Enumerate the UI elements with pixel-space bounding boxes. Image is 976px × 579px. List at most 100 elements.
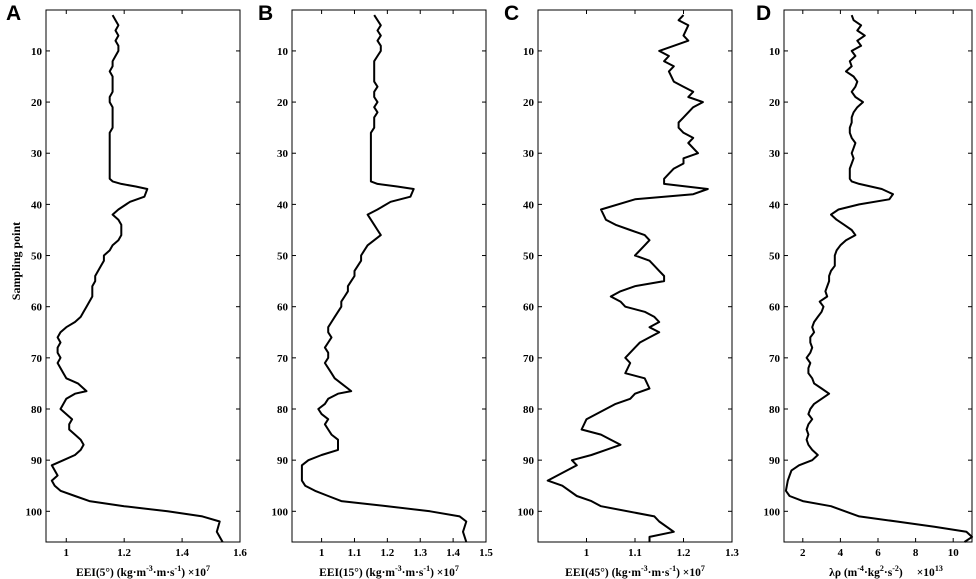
x-axis-label-part: ·kg [864, 567, 880, 579]
y-tick-label: 40 [523, 199, 535, 211]
x-axis-label-part: -2 [892, 564, 899, 573]
y-tick-label: 60 [523, 302, 535, 314]
plot-frame [45, 9, 241, 543]
y-tick-label: 10 [523, 46, 535, 58]
y-tick-label: 100 [764, 506, 781, 518]
x-axis-label-part: 7 [701, 564, 705, 573]
x-axis-label-part: 7 [455, 564, 459, 573]
series-line [50, 14, 224, 543]
x-axis-label-part: 7 [206, 564, 210, 573]
x-tick-label: 1 [64, 547, 70, 559]
x-axis-label-part: EEI(5°) (kg·m [76, 567, 147, 579]
x-axis-label-part: ·m·s [402, 567, 424, 579]
x-axis-label-part: 2 [880, 564, 884, 573]
y-tick-label: 60 [31, 302, 43, 314]
y-tick-label: 80 [769, 404, 781, 416]
y-tick-label: 10 [769, 46, 781, 58]
y-tick-label: 60 [769, 302, 781, 314]
y-tick-label: 80 [277, 404, 289, 416]
x-tick-label: 1.2 [677, 547, 691, 559]
x-tick-label: 1 [584, 547, 590, 559]
x-axis-label: EEI(15°) (kg·m-3·m·s-1) ×107 [319, 564, 459, 579]
panel-c: C 10 20 30 40 50 60 70 80 90 100 1 1.1 1.2 1.3 EEI(45°)… [504, 2, 739, 579]
y-axis-label: Sampling point [9, 222, 23, 300]
y-tick-label: 90 [523, 455, 535, 467]
x-axis-label-part: ) [899, 567, 903, 579]
y-tick-label: 100 [272, 506, 289, 518]
y-tick-label: 20 [31, 97, 43, 109]
panel-label: C [504, 2, 519, 25]
x-tick-label: 1.2 [380, 547, 394, 559]
x-axis-label-part: EEI(15°) (kg·m [319, 567, 395, 579]
x-axis-label-part: -3 [641, 564, 648, 573]
x-axis-label-part: ·m·s [153, 567, 175, 579]
y-tick-label: 70 [31, 353, 43, 365]
y-tick-label: 70 [523, 353, 535, 365]
y-tick-label: 50 [31, 251, 43, 263]
panel-a: A 10 20 30 40 50 60 70 80 90 100 1 1.2 1.4 1.6 EEI(5°) … [6, 2, 247, 579]
y-tick-label: 30 [31, 148, 43, 160]
x-tick-label: 1 [319, 547, 325, 559]
panel-b: B 10 20 30 40 50 60 70 80 90 100 1 1.1 1.2 1.3 1.4 1.5 EE… [258, 2, 493, 579]
x-tick-label: 6 [875, 547, 881, 559]
plot-frame [291, 9, 487, 543]
y-tick-label: 20 [523, 97, 535, 109]
x-axis-label: EEI(45°) (kg·m-3·m·s-1) ×107 [565, 564, 705, 579]
y-tick-label: 100 [518, 506, 535, 518]
y-tick-label: 100 [26, 506, 43, 518]
y-tick-label: 90 [277, 455, 289, 467]
y-tick-label: 60 [277, 302, 289, 314]
x-axis-label-part: -1 [175, 564, 182, 573]
x-axis-label-part: ) ×10 [430, 567, 455, 579]
y-tick-label: 40 [31, 199, 43, 211]
x-axis-label-part: λρ (m [829, 567, 858, 579]
y-axis-title: Sampling point [9, 222, 23, 300]
y-tick-label: 50 [523, 251, 535, 263]
y-tick-label: 80 [523, 404, 535, 416]
panel-label: A [6, 2, 21, 25]
x-axis-label-part: EEI(45°) (kg·m [565, 567, 641, 579]
x-tick-label: 1.3 [413, 547, 427, 559]
y-tick-label: 20 [769, 97, 781, 109]
x-axis-label: EEI(5°) (kg·m-3·m·s-1) ×107 [76, 564, 210, 579]
plot-frame [537, 9, 733, 543]
y-tick-label: 70 [277, 353, 289, 365]
y-tick-label: 10 [31, 46, 43, 58]
x-tick-label: 1.2 [117, 547, 131, 559]
y-tick-label: 50 [769, 251, 781, 263]
x-axis-label-part: 13 [935, 564, 943, 573]
x-tick-label: 1.4 [446, 547, 460, 559]
x-axis-label-part: ·s [884, 567, 893, 579]
panel-label: B [258, 2, 273, 25]
x-tick-label: 10 [948, 547, 960, 559]
x-axis-label-part: ) ×10 [676, 567, 701, 579]
x-axis-label: λρ (m-4·kg2·s-2) ×1013 [829, 564, 943, 579]
x-tick-label: 1.6 [233, 547, 247, 559]
x-tick-label: 1.1 [348, 547, 362, 559]
y-tick-label: 30 [277, 148, 289, 160]
y-tick-label: 40 [277, 199, 289, 211]
x-tick-label: 1.5 [479, 547, 493, 559]
x-axis-label-part: ×10 [917, 567, 935, 579]
x-axis-label-part: -3 [395, 564, 402, 573]
y-tick-label: 40 [769, 199, 781, 211]
x-tick-label: 1.1 [628, 547, 642, 559]
plot-frame [783, 9, 973, 543]
series-line [784, 14, 973, 543]
x-axis-label-part: -1 [669, 564, 676, 573]
x-tick-label: 8 [913, 547, 919, 559]
y-tick-label: 80 [31, 404, 43, 416]
x-tick-label: 4 [838, 547, 844, 559]
x-tick-label: 2 [800, 547, 806, 559]
panel-label: D [756, 2, 771, 25]
x-axis-label-part: -3 [146, 564, 153, 573]
x-tick-label: 1.4 [175, 547, 189, 559]
y-tick-label: 70 [769, 353, 781, 365]
y-tick-label: 90 [31, 455, 43, 467]
y-tick-label: 30 [523, 148, 535, 160]
series-line [300, 14, 468, 543]
y-tick-label: 20 [277, 97, 289, 109]
x-axis-label-part: -1 [423, 564, 430, 573]
